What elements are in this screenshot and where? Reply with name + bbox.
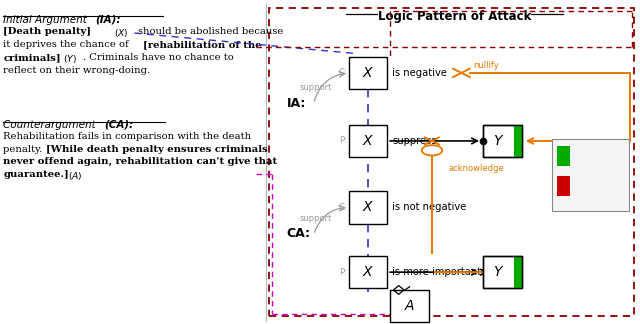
Bar (483, 256, 522, 288)
Text: . Criminals have no chance to: . Criminals have no chance to (83, 53, 234, 62)
Bar (483, 125, 522, 157)
Text: penalty.: penalty. (3, 145, 45, 154)
Text: $\mathit{X}$: $\mathit{X}$ (362, 265, 374, 279)
Text: $\mathit{X}$: $\mathit{X}$ (362, 66, 374, 80)
Text: is not negative: is not negative (392, 202, 467, 212)
Text: reflect on their wrong-doing.: reflect on their wrong-doing. (3, 66, 150, 75)
Text: $\mathit{X}$: $\mathit{X}$ (362, 134, 374, 148)
Text: [Death penalty]: [Death penalty] (3, 27, 92, 36)
Text: support: support (300, 214, 332, 223)
Text: Initial Argument: Initial Argument (3, 15, 90, 25)
Text: bad: bad (575, 181, 594, 191)
Text: is more important than: is more important than (392, 267, 508, 277)
Text: $(Y)$: $(Y)$ (63, 53, 77, 65)
Bar (483, 256, 522, 288)
Bar (514, 256, 522, 288)
Text: is negative: is negative (392, 68, 447, 78)
Text: $\mathit{Y}$: $\mathit{Y}$ (493, 134, 504, 148)
Text: guarantee.]: guarantee.] (3, 170, 69, 179)
Text: [While death penalty ensures criminals: [While death penalty ensures criminals (46, 145, 268, 154)
Text: acknowledge: acknowledge (448, 164, 504, 173)
Text: nullify: nullify (473, 61, 499, 70)
Text: $\mathit{X}$: $\mathit{X}$ (362, 200, 374, 214)
Text: suppress: suppress (392, 136, 437, 146)
Bar (557, 176, 570, 196)
Text: Rehabilitation fails in comparison with the death: Rehabilitation fails in comparison with … (3, 132, 252, 141)
Text: (CA):: (CA): (104, 120, 134, 130)
Bar (349, 191, 387, 224)
Bar (552, 139, 629, 211)
Text: [rehabilitation of the: [rehabilitation of the (143, 40, 261, 49)
Text: it deprives the chance of: it deprives the chance of (3, 40, 132, 49)
Bar (269, 8, 634, 316)
Text: C:: C: (339, 203, 347, 212)
Text: support: support (300, 83, 332, 92)
Bar (390, 290, 429, 322)
Text: (IA):: (IA): (95, 15, 120, 25)
Text: should be abolished because: should be abolished because (138, 27, 283, 36)
Text: Logic Pattern of Attack: Logic Pattern of Attack (378, 10, 531, 23)
Text: $\mathit{Y}$: $\mathit{Y}$ (493, 265, 504, 279)
Text: IA:: IA: (287, 97, 306, 110)
Text: criminals]: criminals] (3, 53, 61, 62)
Bar (349, 57, 387, 89)
Bar (349, 125, 387, 157)
Text: never offend again, rehabilitation can't give that: never offend again, rehabilitation can't… (3, 157, 277, 167)
Text: C:: C: (339, 68, 347, 77)
Text: $(X)$: $(X)$ (114, 27, 129, 39)
Bar (557, 146, 570, 167)
Text: Counterargument: Counterargument (3, 120, 99, 130)
Bar (349, 256, 387, 288)
Text: good: good (575, 151, 600, 161)
Bar (514, 125, 522, 157)
Text: P:: P: (339, 268, 347, 277)
Text: $\mathit{A}$: $\mathit{A}$ (404, 299, 415, 313)
Text: CA:: CA: (287, 227, 311, 240)
Text: $(A)$: $(A)$ (68, 170, 83, 182)
Bar (483, 125, 522, 157)
Text: P:: P: (339, 136, 347, 145)
